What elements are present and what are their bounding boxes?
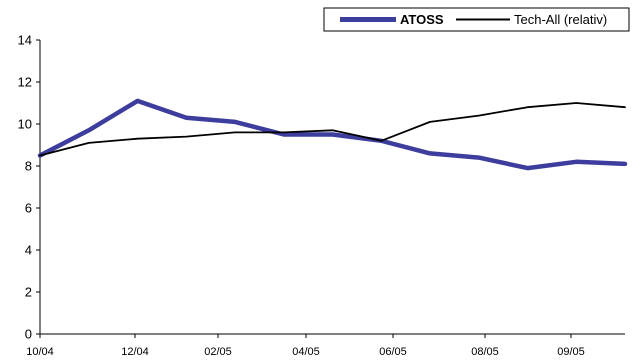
y-tick-label: 0	[25, 327, 32, 342]
x-tick-label: 09/05	[557, 346, 585, 358]
x-tick-label: 02/05	[204, 346, 232, 358]
y-tick-label: 14	[18, 33, 32, 48]
x-tick-label: 08/05	[471, 346, 499, 358]
legend-label-atoss: ATOSS	[400, 12, 444, 27]
x-tick-label: 12/04	[121, 346, 149, 358]
y-tick-label: 12	[18, 75, 32, 90]
series-line-atoss	[37, 98, 628, 171]
legend: ATOSS Tech-All (relativ)	[323, 7, 630, 32]
y-tick-label: 2	[25, 285, 32, 300]
y-tick-label: 4	[25, 243, 32, 258]
series-line-tech-all	[39, 102, 626, 157]
x-tick-label: 10/04	[26, 346, 54, 358]
x-axis-ticks: 10/04 12/04 02/05 04/05 06/05 08/05 09/05	[26, 334, 585, 358]
x-tick-label: 06/05	[379, 346, 407, 358]
x-tick-label: 04/05	[292, 346, 320, 358]
y-axis-ticks: 0 2 4 6 8 10 12 14	[18, 33, 40, 342]
y-tick-label: 10	[18, 117, 32, 132]
legend-label-tech-all: Tech-All (relativ)	[514, 12, 607, 27]
y-tick-label: 6	[25, 201, 32, 216]
y-tick-label: 8	[25, 159, 32, 174]
series-layer	[37, 98, 628, 171]
